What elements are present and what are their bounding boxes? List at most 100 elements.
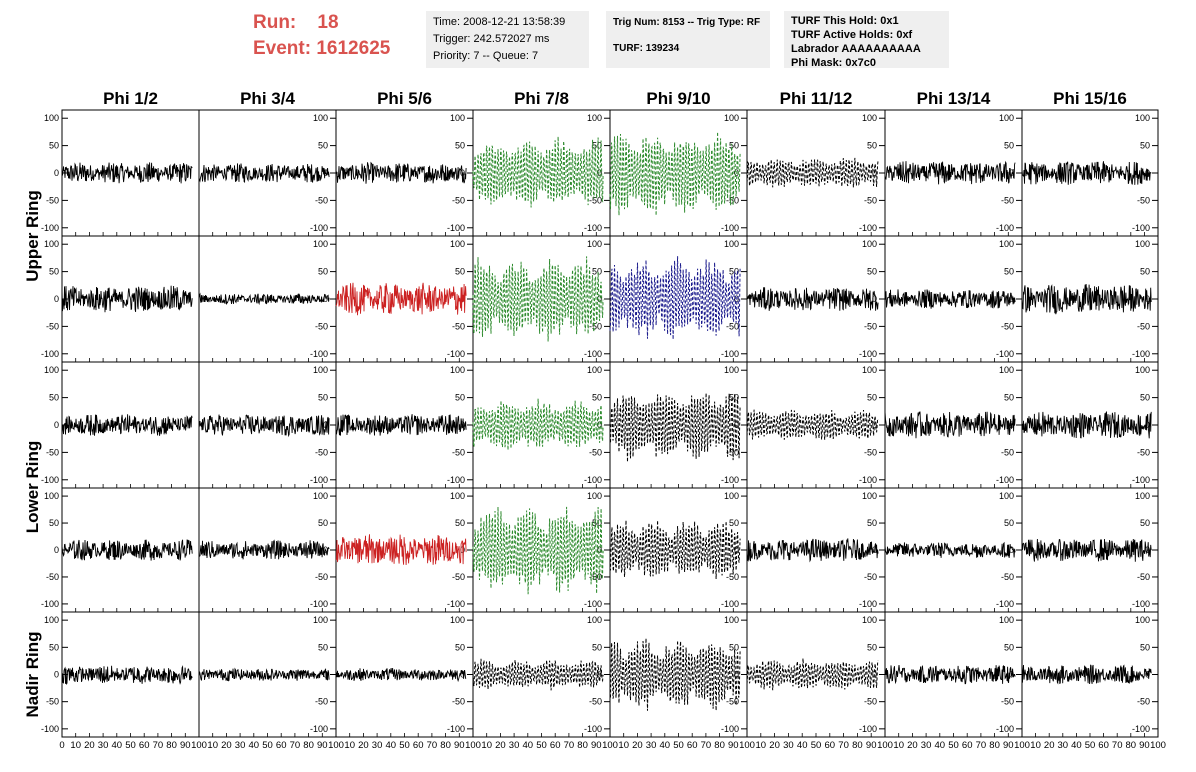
y-tick-label: -100 bbox=[859, 599, 877, 609]
waveform-line bbox=[472, 658, 604, 691]
y-tick-label: 50 bbox=[318, 141, 328, 151]
y-tick-label: 50 bbox=[592, 267, 602, 277]
y-tick-label: 100 bbox=[724, 113, 739, 123]
y-tick-label: 50 bbox=[1140, 518, 1150, 528]
y-tick-label: 50 bbox=[455, 267, 465, 277]
y-tick-label: 50 bbox=[1004, 267, 1014, 277]
x-tick-label: 80 bbox=[714, 740, 725, 751]
x-tick-label: 90 bbox=[866, 740, 877, 751]
y-tick-label: 100 bbox=[44, 239, 59, 249]
y-tick-label: 50 bbox=[867, 518, 877, 528]
y-tick-label: 0 bbox=[54, 168, 59, 178]
labrador-line: Labrador AAAAAAAAAA bbox=[791, 43, 921, 55]
y-tick-label: -50 bbox=[452, 321, 465, 331]
x-tick-label: 10 bbox=[1030, 740, 1041, 751]
y-tick-label: 0 bbox=[323, 294, 328, 304]
y-tick-label: -50 bbox=[452, 447, 465, 457]
y-tick-label: -50 bbox=[46, 195, 59, 205]
y-tick-label: 50 bbox=[592, 642, 602, 652]
x-tick-label: 40 bbox=[386, 740, 397, 751]
x-tick-label: 60 bbox=[550, 740, 561, 751]
y-tick-label: -100 bbox=[310, 475, 328, 485]
waveform-line bbox=[609, 131, 741, 216]
column-header: Phi 9/10 bbox=[646, 89, 710, 108]
x-tick-label: 40 bbox=[112, 740, 123, 751]
waveform-line bbox=[61, 285, 193, 313]
waveform-line bbox=[1021, 161, 1152, 185]
priority-line: Priority: 7 -- Queue: 7 bbox=[433, 50, 539, 62]
x-tick-label: 50 bbox=[536, 740, 547, 751]
waveform-line bbox=[472, 256, 604, 342]
y-tick-label: -50 bbox=[315, 572, 328, 582]
waveform-line bbox=[884, 289, 1016, 309]
y-tick-label: -100 bbox=[996, 475, 1014, 485]
run-event-block: Run: 18 Event: 1612625 bbox=[253, 10, 390, 62]
y-tick-label: -50 bbox=[726, 195, 739, 205]
y-tick-label: 100 bbox=[450, 615, 465, 625]
y-tick-label: 50 bbox=[867, 267, 877, 277]
row-group-label: Upper Ring bbox=[23, 190, 42, 282]
x-tick-label: 80 bbox=[440, 740, 451, 751]
waveform-line bbox=[746, 658, 879, 691]
y-tick-label: 0 bbox=[597, 545, 602, 555]
y-tick-label: -50 bbox=[589, 321, 602, 331]
y-tick-label: -100 bbox=[310, 599, 328, 609]
y-tick-label: 100 bbox=[1135, 615, 1150, 625]
waveform-line bbox=[335, 414, 467, 436]
time-info-box: Time: 2008-12-21 13:58:39 Trigger: 242.5… bbox=[426, 11, 589, 68]
y-tick-label: 50 bbox=[729, 393, 739, 403]
waveform-line bbox=[884, 541, 1016, 558]
y-tick-label: -100 bbox=[996, 223, 1014, 233]
y-tick-label: -50 bbox=[1137, 697, 1150, 707]
waveform-line bbox=[198, 163, 330, 184]
y-tick-label: -100 bbox=[721, 724, 739, 734]
y-tick-label: -100 bbox=[41, 724, 59, 734]
y-tick-label: 50 bbox=[729, 518, 739, 528]
y-tick-label: -100 bbox=[1132, 724, 1150, 734]
x-tick-label: 70 bbox=[1112, 740, 1123, 751]
x-tick-label: 70 bbox=[290, 740, 301, 751]
y-tick-label: 50 bbox=[1004, 393, 1014, 403]
y-tick-label: 50 bbox=[729, 642, 739, 652]
y-tick-label: -50 bbox=[1001, 447, 1014, 457]
waveform-line bbox=[198, 292, 330, 306]
column-header: Phi 5/6 bbox=[377, 89, 432, 108]
y-tick-label: -50 bbox=[726, 321, 739, 331]
x-tick-label: 60 bbox=[1098, 740, 1109, 751]
y-tick-label: 50 bbox=[729, 141, 739, 151]
column-header: Phi 11/12 bbox=[780, 89, 853, 108]
y-tick-label: -50 bbox=[1137, 321, 1150, 331]
y-tick-label: 100 bbox=[862, 239, 877, 249]
y-tick-label: -50 bbox=[864, 572, 877, 582]
turf-active-line: TURF Active Holds: 0xf bbox=[791, 29, 913, 41]
x-tick-label: 100 bbox=[739, 740, 755, 751]
waveform-line bbox=[198, 414, 330, 438]
x-tick-label: 30 bbox=[1058, 740, 1069, 751]
y-tick-label: -50 bbox=[589, 697, 602, 707]
waveform-line bbox=[1021, 538, 1152, 562]
y-tick-label: 100 bbox=[44, 491, 59, 501]
y-tick-label: 50 bbox=[49, 393, 59, 403]
y-tick-label: 100 bbox=[862, 365, 877, 375]
y-tick-label: 100 bbox=[450, 491, 465, 501]
x-tick-label: 60 bbox=[139, 740, 150, 751]
y-tick-label: 100 bbox=[450, 113, 465, 123]
x-tick-label: 0 bbox=[59, 740, 64, 751]
y-tick-label: -50 bbox=[726, 447, 739, 457]
y-tick-label: -100 bbox=[584, 599, 602, 609]
waveform-line bbox=[884, 665, 1016, 685]
y-tick-label: 100 bbox=[999, 491, 1014, 501]
event-value: 1612625 bbox=[316, 38, 391, 59]
x-tick-label: 20 bbox=[769, 740, 780, 751]
